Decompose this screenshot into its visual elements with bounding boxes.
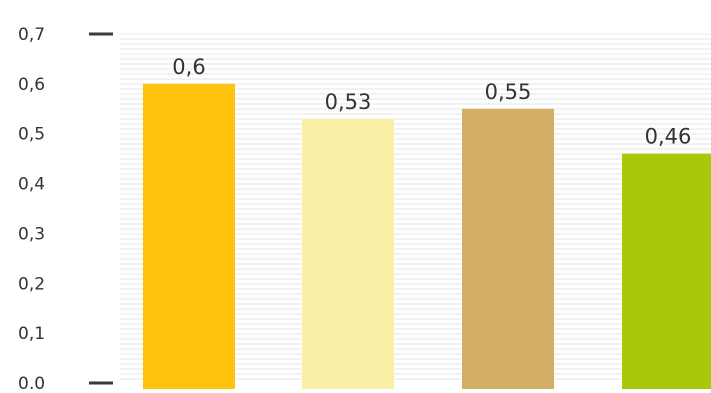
y-tick-label: 0,6 <box>18 75 45 95</box>
bar-value-label: 0,6 <box>172 55 205 79</box>
y-tick-label: 0,3 <box>18 224 45 244</box>
y-tick-label: 0,4 <box>18 175 45 195</box>
y-tick-label: 0,2 <box>18 274 45 294</box>
bar <box>302 118 394 389</box>
y-tick-label: 0,5 <box>18 125 45 145</box>
bar-value-label: 0,53 <box>325 90 372 114</box>
data-labels: 0,6 0,53 0,55 0,46 <box>172 55 691 149</box>
bar <box>462 108 554 390</box>
y-tick-label: 0,7 <box>18 25 45 45</box>
bar-value-label: 0,46 <box>645 125 692 149</box>
y-tick-label: 0,0 <box>18 374 45 389</box>
bar-value-label: 0,55 <box>485 80 532 104</box>
y-axis: 0,0 0,1 0,2 0,3 0,4 0,5 0,6 0,7 <box>18 25 113 393</box>
bars <box>143 83 711 390</box>
bar <box>622 153 711 389</box>
y-tick-label: 0,1 <box>18 324 45 344</box>
bar <box>143 83 235 389</box>
